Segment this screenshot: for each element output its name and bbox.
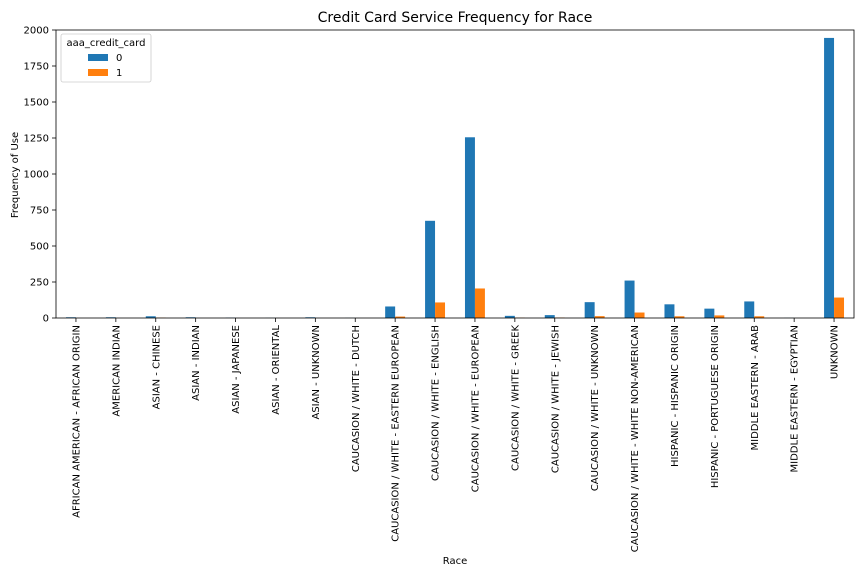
- y-axis-label: Frequency of Use: [10, 132, 21, 218]
- x-tick-label-12: CAUCASION / WHITE - JEWISH: [550, 325, 561, 473]
- x-tick-label-9: CAUCASION / WHITE - ENGLISH: [431, 325, 442, 481]
- x-tick-label-5: ASIAN - ORIENTAL: [271, 325, 282, 415]
- legend-label-0: 0: [116, 53, 122, 64]
- y-tick-label-7: 1750: [24, 62, 49, 73]
- bar-series-1-19: [834, 298, 844, 318]
- plot-frame: [56, 30, 854, 318]
- legend-label-1: 1: [116, 68, 122, 79]
- y-tick-label-6: 1500: [24, 98, 49, 109]
- bar-series-1-14: [635, 313, 645, 318]
- x-tick-label-17: MIDDLE EASTERN - ARAB: [750, 325, 761, 451]
- bar-series-0-9: [425, 221, 435, 318]
- y-tick-label-3: 750: [30, 206, 49, 217]
- x-tick-label-18: MIDDLE EASTERN - EGYPTIAN: [790, 325, 801, 472]
- bar-series-0-13: [585, 302, 595, 318]
- plot-area: 0 250 500 750 1000 1250 1500 1750 2000 AFRICAN AM…: [24, 26, 854, 553]
- x-tick-label-19: UNKNOWN: [830, 325, 841, 379]
- x-tick-label-16: HISPANIC - PORTUGUESE ORIGIN: [710, 325, 721, 488]
- x-tick-label-4: ASIAN - JAPANESE: [231, 325, 242, 414]
- x-tick-label-0: AFRICAN AMERICAN - AFRICAN ORIGIN: [71, 325, 82, 518]
- bar-series-0-16: [704, 309, 714, 318]
- y-tick-label-5: 1250: [24, 134, 49, 145]
- bar-series-0-19: [824, 38, 834, 318]
- y-tick-label-2: 500: [30, 242, 49, 253]
- bar-series-1-9: [435, 302, 445, 318]
- legend-swatch-0: [88, 54, 108, 61]
- y-tick-label-1: 250: [30, 278, 49, 289]
- bar-series-0-14: [625, 281, 635, 318]
- x-tick-label-11: CAUCASION / WHITE - GREEK: [510, 325, 521, 471]
- x-tick-label-2: ASIAN - CHINESE: [151, 325, 162, 409]
- bar-series-0-15: [664, 304, 674, 318]
- bar-series-0-12: [545, 315, 555, 318]
- x-axis-label: Race: [443, 556, 468, 567]
- chart-title: Credit Card Service Frequency for Race: [318, 10, 593, 26]
- x-tick-label-1: AMERICAN INDIAN: [111, 325, 122, 417]
- x-tick-label-15: HISPANIC - HISPANIC ORIGIN: [670, 325, 681, 467]
- y-tick-label-4: 1000: [24, 170, 49, 181]
- x-tick-label-14: CAUCASION / WHITE - WHITE NON-AMERICAN: [630, 325, 641, 552]
- x-tick-label-10: CAUCASION / WHITE - EUROPEAN: [470, 325, 481, 492]
- legend: aaa_credit_card 0 1: [61, 34, 151, 82]
- bar-series-1-10: [475, 288, 485, 318]
- bar-series-0-8: [385, 306, 395, 318]
- legend-title: aaa_credit_card: [67, 38, 146, 49]
- x-tick-label-7: CAUCASION / WHITE - DUTCH: [351, 325, 362, 472]
- legend-swatch-1: [88, 69, 108, 76]
- x-tick-label-6: ASIAN - UNKNOWN: [311, 325, 322, 420]
- bar-series-0-10: [465, 137, 475, 318]
- y-tick-label-0: 0: [43, 314, 49, 325]
- y-tick-label-8: 2000: [24, 26, 49, 37]
- bar-series-0-17: [744, 301, 754, 318]
- x-tick-label-8: CAUCASION / WHITE - EASTERN EUROPEAN: [391, 325, 402, 542]
- x-tick-label-13: CAUCASION / WHITE - UNKNOWN: [590, 325, 601, 491]
- x-tick-label-3: ASIAN - INDIAN: [191, 325, 202, 401]
